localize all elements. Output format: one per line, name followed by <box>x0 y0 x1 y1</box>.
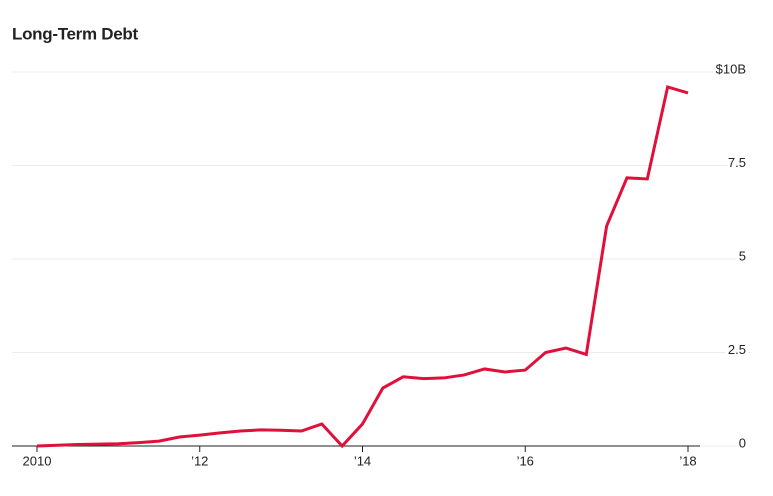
x-tick-label: ’12 <box>191 453 208 468</box>
y-tick-label: 2.5 <box>728 342 746 357</box>
data-line <box>36 85 689 449</box>
x-tick-label: 2010 <box>23 453 52 468</box>
y-tick-label: 0 <box>739 435 746 450</box>
y-tick-label: 7.5 <box>728 155 746 170</box>
x-tick-label: ’18 <box>679 453 696 468</box>
y-tick-label: $10B <box>716 61 746 76</box>
chart-title: Long-Term Debt <box>12 24 138 43</box>
x-tick-label: ’14 <box>354 453 371 468</box>
x-tick-label: ’16 <box>517 453 534 468</box>
y-tick-label: 5 <box>739 248 746 263</box>
